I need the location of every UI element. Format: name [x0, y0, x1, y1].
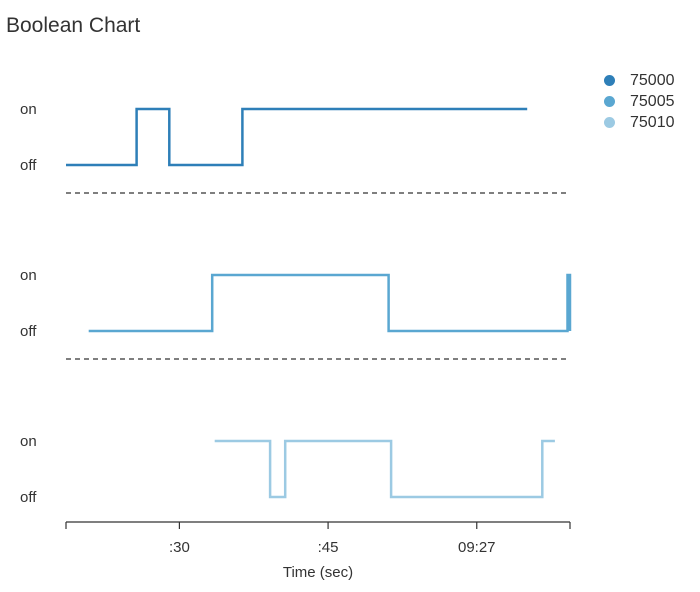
- series-line-75010: [214, 439, 555, 499]
- state-label-on: on: [20, 267, 37, 284]
- x-axis-title: Time (sec): [283, 564, 353, 581]
- state-label-off: off: [20, 323, 37, 340]
- series-line-75000: [66, 107, 528, 167]
- legend-swatch: [604, 75, 615, 86]
- legend-item-75000[interactable]: 75000: [604, 70, 675, 91]
- legend: 75000 75005 75010: [604, 70, 675, 133]
- x-tick-label: :45: [318, 539, 339, 556]
- series-line-75005: [88, 273, 572, 333]
- legend-item-75005[interactable]: 75005: [604, 91, 675, 112]
- legend-item-75010[interactable]: 75010: [604, 112, 675, 133]
- legend-swatch: [604, 117, 615, 128]
- legend-label: 75005: [630, 92, 675, 110]
- state-label-off: off: [20, 489, 37, 506]
- legend-label: 75000: [630, 71, 675, 89]
- state-label-on: on: [20, 433, 37, 450]
- x-tick-label: :30: [169, 539, 190, 556]
- x-tick-label: 09:27: [458, 539, 496, 556]
- legend-swatch: [604, 96, 615, 107]
- legend-label: 75010: [630, 113, 675, 131]
- state-label-off: off: [20, 157, 37, 174]
- chart-title: Boolean Chart: [6, 14, 141, 37]
- state-label-on: on: [20, 101, 37, 118]
